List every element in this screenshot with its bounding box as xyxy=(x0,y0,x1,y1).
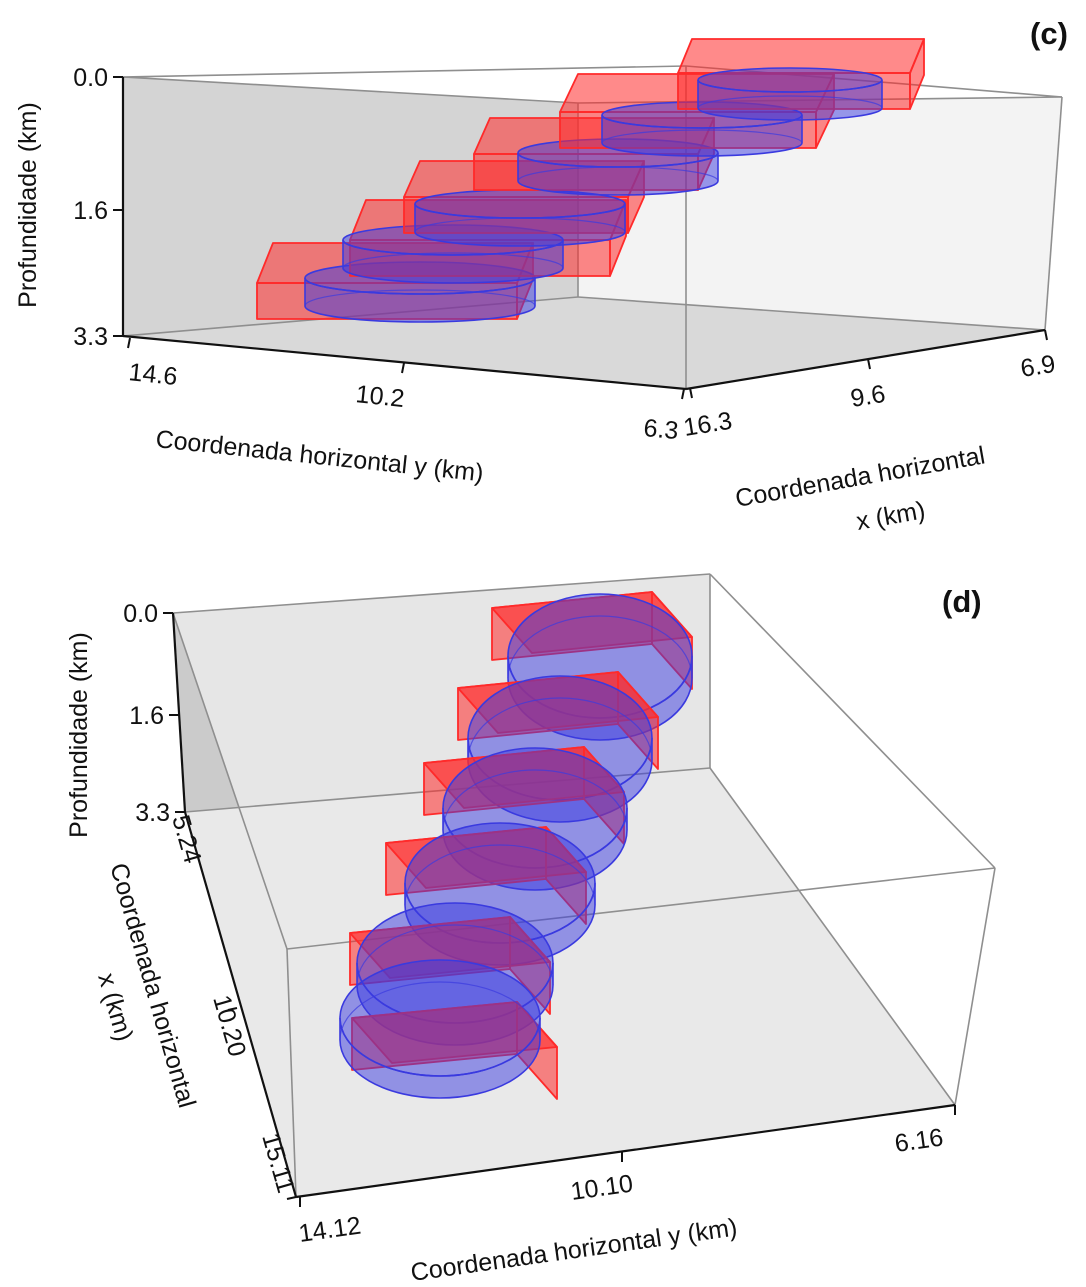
panel-d-cylinder-6-top xyxy=(339,959,541,1077)
panel-d-y-axis-title: Coordenada horizontal y (km) xyxy=(409,1213,739,1287)
panel-c-z-tick: 3.3 xyxy=(73,323,108,351)
panel-c-x-axis xyxy=(685,328,1046,391)
panel-c-y-axis-title: Coordenada horizontal y (km) xyxy=(154,425,484,487)
panel-c-cylinder-6-base-edge xyxy=(697,95,883,109)
panel-c-x-axis-title-line1: Coordenada horizontal xyxy=(733,441,987,513)
panel-d-z-axis xyxy=(171,612,187,813)
panel-d-cylinder-5-base-edge xyxy=(356,924,554,986)
panel-d-cylinder-3-base-edge xyxy=(442,769,628,831)
panel-d-bodies xyxy=(339,591,693,1100)
panel-d-label: (d) xyxy=(942,584,982,619)
panel-c-z-tick: 0.0 xyxy=(73,64,108,92)
panel-d: (d) 0.0 1.6 3.3 Profundidade (km) 5.24 1… xyxy=(65,573,996,1287)
panel-d-cylinder-6 xyxy=(339,959,541,1099)
panel-c-cylinder-6 xyxy=(697,67,883,121)
panel-c-x-tick: 16.3 xyxy=(682,407,734,442)
panel-d-x-axis-title-line2: x (km) xyxy=(92,970,138,1044)
panel-c-z-tick: 1.6 xyxy=(73,197,108,225)
panel-c-cylinder-3 xyxy=(414,189,626,247)
panel-c-y-tick: 14.6 xyxy=(127,358,178,391)
panel-d-cylinder-1-base-edge xyxy=(507,615,693,679)
panel-d-floor xyxy=(185,768,955,1197)
panel-c-cylinder-2-base-edge xyxy=(342,252,564,269)
panel-c-x-tick: 6.9 xyxy=(1019,350,1058,383)
panel-d-y-tick: 6.16 xyxy=(893,1123,945,1158)
panel-d-y-axis xyxy=(295,1103,956,1199)
panel-c-y-tick: 6.3 xyxy=(642,414,679,445)
panel-c-cylinder-4-base-edge xyxy=(517,166,719,182)
panel-c-floor xyxy=(123,297,1045,389)
panel-c-cylinder-5-base-edge xyxy=(601,129,803,144)
panel-d-y-tick: 14.12 xyxy=(297,1212,363,1248)
panel-d-cylinder-4-base-edge xyxy=(404,844,596,906)
panel-d-z-axis-title: Profundidade (km) xyxy=(65,632,93,838)
panel-d-z-tick: 1.6 xyxy=(129,702,164,730)
panel-c-label: (c) xyxy=(1030,16,1068,51)
panel-d-cylinder-2-base-edge xyxy=(467,697,653,761)
panel-c-cylinder-1-base-edge xyxy=(304,289,536,307)
panel-c-cylinder-3-base-edge xyxy=(414,217,626,233)
panel-c-cylinder-6-top xyxy=(697,67,883,93)
panel-d-cylinder-6-base-edge xyxy=(339,981,541,1041)
panel-c-y-tick: 10.2 xyxy=(354,380,405,413)
panel-c-x-tick: 9.6 xyxy=(849,380,888,413)
panel-c-z-axis-title: Profundidade (km) xyxy=(14,102,42,308)
panel-d-z-tick: 3.3 xyxy=(135,799,170,827)
panel-c-x-axis-title-line2: x (km) xyxy=(854,496,927,536)
panel-d-z-tick: 0.0 xyxy=(123,600,158,628)
panel-c-bodies xyxy=(256,38,925,323)
panel-d-x-axis xyxy=(183,811,298,1198)
panel-c: (c) 0.0 1.6 3.3 Profundidade (km) 14.6 1… xyxy=(14,16,1068,536)
panel-c-y-axis xyxy=(122,334,687,391)
panel-d-y-tick: 10.10 xyxy=(569,1170,635,1206)
